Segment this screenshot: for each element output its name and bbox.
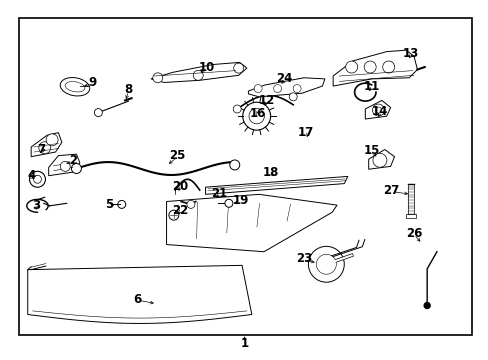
Text: 5: 5	[105, 198, 113, 211]
Circle shape	[254, 85, 262, 93]
Circle shape	[382, 61, 394, 73]
Circle shape	[248, 108, 264, 124]
Circle shape	[94, 109, 102, 117]
Circle shape	[316, 254, 336, 274]
Circle shape	[372, 153, 386, 167]
Text: 4: 4	[27, 169, 35, 182]
Text: 15: 15	[363, 144, 380, 157]
Circle shape	[364, 61, 375, 73]
Polygon shape	[248, 78, 324, 97]
Text: 7: 7	[37, 143, 45, 156]
Text: 9: 9	[88, 76, 97, 89]
Text: 6: 6	[133, 293, 141, 306]
Circle shape	[308, 246, 344, 282]
Circle shape	[186, 201, 195, 208]
Polygon shape	[205, 176, 347, 194]
Circle shape	[242, 102, 270, 130]
Circle shape	[193, 70, 203, 80]
Circle shape	[29, 171, 45, 187]
Circle shape	[375, 107, 381, 113]
Circle shape	[168, 210, 179, 220]
Text: 8: 8	[124, 83, 132, 96]
Circle shape	[60, 161, 70, 171]
Circle shape	[224, 199, 232, 207]
Polygon shape	[365, 100, 390, 119]
Text: 27: 27	[383, 184, 399, 197]
Text: 10: 10	[198, 60, 214, 73]
Text: 24: 24	[276, 72, 292, 85]
Polygon shape	[31, 133, 61, 157]
Circle shape	[229, 160, 239, 170]
Circle shape	[46, 134, 58, 146]
Text: 14: 14	[371, 105, 387, 118]
Circle shape	[345, 61, 357, 73]
Polygon shape	[49, 154, 80, 176]
Circle shape	[39, 142, 51, 154]
Polygon shape	[28, 265, 251, 323]
Circle shape	[273, 85, 281, 93]
Text: 23: 23	[295, 252, 311, 265]
Text: 18: 18	[263, 166, 279, 179]
Ellipse shape	[65, 82, 84, 92]
Text: 20: 20	[172, 180, 188, 193]
Text: 19: 19	[232, 194, 248, 207]
Text: 21: 21	[211, 187, 227, 200]
Text: 26: 26	[405, 226, 421, 239]
Text: 2: 2	[69, 154, 77, 167]
Text: 12: 12	[258, 94, 274, 107]
Circle shape	[153, 73, 163, 83]
Text: 17: 17	[297, 126, 313, 139]
Text: 13: 13	[402, 47, 418, 60]
Circle shape	[233, 105, 241, 113]
Circle shape	[423, 302, 429, 309]
Bar	[20, 18, 471, 335]
Circle shape	[372, 104, 384, 116]
Circle shape	[288, 93, 297, 101]
Circle shape	[71, 163, 81, 174]
Circle shape	[118, 201, 125, 208]
Text: 25: 25	[169, 149, 185, 162]
Polygon shape	[368, 149, 394, 169]
Text: 16: 16	[249, 107, 266, 120]
Circle shape	[292, 85, 301, 93]
Circle shape	[233, 63, 243, 73]
Ellipse shape	[60, 77, 90, 96]
Text: 1: 1	[240, 337, 248, 350]
Text: 11: 11	[363, 80, 380, 93]
Polygon shape	[151, 62, 246, 82]
Polygon shape	[166, 194, 336, 252]
Bar	[405, 214, 415, 218]
Circle shape	[33, 175, 41, 183]
Text: 3: 3	[32, 199, 40, 212]
Polygon shape	[332, 50, 417, 86]
Text: 22: 22	[172, 204, 188, 217]
